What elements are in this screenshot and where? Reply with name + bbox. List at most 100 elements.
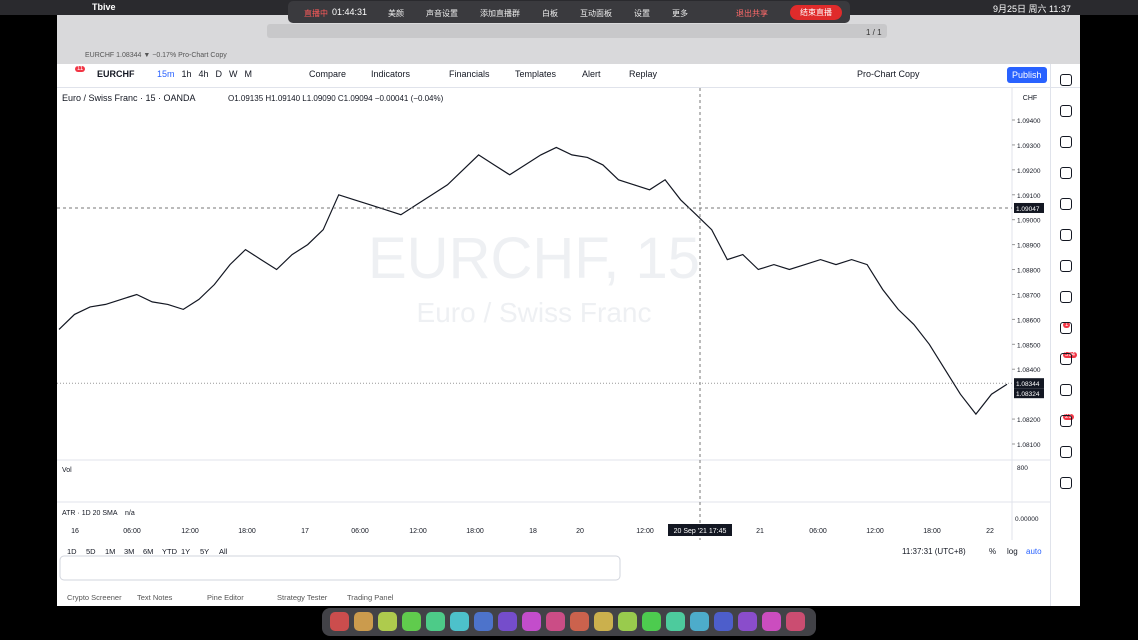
sidebar-icon[interactable] [1060,322,1072,334]
time-label: 22 [986,528,994,535]
dock-icon[interactable] [402,612,421,631]
interval-btn[interactable]: 15m [157,69,175,79]
range-btn[interactable]: All [219,547,228,556]
range-btn[interactable]: 1Y [181,547,190,556]
range-btn[interactable]: 5D [86,547,96,556]
app-name: Tbive [92,2,116,12]
range-btn[interactable]: 5Y [200,547,209,556]
interval-btn[interactable]: 1h [181,69,192,79]
sidebar-icon[interactable] [1060,136,1072,148]
address-bar [267,24,887,38]
dock-icon[interactable] [618,612,637,631]
sidebar-icon[interactable] [1060,105,1072,117]
y-tick-label: 1.08600 [1017,317,1041,324]
auto-btn[interactable]: auto [1026,547,1042,556]
panel-tab[interactable]: Crypto Screener [67,593,122,602]
range-btn[interactable]: 1D [67,547,77,556]
live-item[interactable]: 更多 [672,9,688,18]
top-toolbar: 11 EURCHF 15m 1h 4h D W M Compare Indicators … [57,64,1080,88]
panel-tab[interactable]: Pine Editor [207,593,244,602]
indicators-btn[interactable]: Indicators [371,69,411,79]
sidebar-icon[interactable] [1060,229,1072,241]
sidebar-icon[interactable] [1060,291,1072,303]
dock-icon[interactable] [450,612,469,631]
publish-btn[interactable]: Publish [1007,67,1047,83]
live-item[interactable]: 声音设置 [426,9,458,18]
time-label: 20 Sep '21 17:45 [674,528,727,535]
dock-icon[interactable] [426,612,445,631]
browser-tab[interactable]: EURCHF 1.08344 ▼ −0.17% Pro-Chart Copy [85,52,227,59]
percent-btn[interactable]: % [989,547,996,556]
stop-share[interactable]: 退出共享 [736,9,768,18]
volume-label: Vol [62,467,72,474]
dock-icon[interactable] [762,612,781,631]
live-item[interactable]: 美颜 [388,9,404,18]
sidebar-icon[interactable] [1060,477,1072,489]
dock-icon[interactable] [522,612,541,631]
range-btn[interactable]: 3M [124,547,134,556]
y-tick-label: 1.08200 [1017,417,1041,424]
time-label: 16 [71,528,79,535]
dock-icon[interactable] [498,612,517,631]
sidebar-badge: 21 [1063,414,1074,420]
time-label: 18 [529,528,537,535]
time-label: 12:00 [409,528,427,535]
datetime: 9月25日 周六 11:37 [993,4,1071,14]
interval-btn[interactable]: 4h [198,69,209,79]
dock-icon[interactable] [666,612,685,631]
sidebar-icon[interactable] [1060,260,1072,272]
financials-btn[interactable]: Financials [449,69,490,79]
symbol[interactable]: EURCHF [97,69,135,79]
dock-icon[interactable] [786,612,805,631]
dock-icon[interactable] [690,612,709,631]
panel-tab[interactable]: Trading Panel [347,593,394,602]
sidebar-icon[interactable] [1060,167,1072,179]
dock-icon[interactable] [330,612,349,631]
dock-icon[interactable] [474,612,493,631]
last-price: 1.08344 [1016,381,1040,388]
y-tick-label: 1.08800 [1017,268,1041,275]
live-items: 美颜 声音设置 添加直播群 白板 互动面板 设置 更多 [388,8,710,19]
atr-tick: 0.00000 [1015,516,1039,523]
live-item[interactable]: 添加直播群 [480,9,520,18]
dock-icon[interactable] [354,612,373,631]
time-label: 18:00 [923,528,941,535]
interval-btn[interactable]: M [244,69,253,79]
prev-close-box [1014,388,1044,399]
drawing-toolbar [59,555,621,581]
live-item[interactable]: 设置 [634,9,650,18]
range-btn[interactable]: 1M [105,547,115,556]
replay-btn[interactable]: Replay [629,69,658,79]
sidebar-icon[interactable] [1060,415,1072,427]
end-live[interactable]: 结束直播 [790,5,842,20]
sidebar-icon[interactable] [1060,353,1072,365]
time-label: 12:00 [866,528,884,535]
sidebar-icon[interactable] [1060,446,1072,458]
dock-icon[interactable] [378,612,397,631]
range-btn[interactable]: YTD [162,547,178,556]
panel-tab[interactable]: Text Notes [137,593,173,602]
dock-icon[interactable] [570,612,589,631]
templates-btn[interactable]: Templates [515,69,557,79]
dock-icon[interactable] [642,612,661,631]
range-btn[interactable]: 6M [143,547,153,556]
live-item[interactable]: 互动面板 [580,9,612,18]
panel-tab[interactable]: Strategy Tester [277,593,328,602]
dock-icon[interactable] [714,612,733,631]
dock-icon[interactable] [594,612,613,631]
interval-btn[interactable]: W [229,69,238,79]
sidebar-icon[interactable] [1060,74,1072,86]
dock-icon[interactable] [546,612,565,631]
compare-btn[interactable]: Compare [309,69,347,79]
dock-icon[interactable] [738,612,757,631]
interval-btn[interactable]: D [215,69,223,79]
time-label: 17 [301,528,309,535]
log-btn[interactable]: log [1007,547,1018,556]
live-item[interactable]: 白板 [542,9,558,18]
sidebar-icon[interactable] [1060,384,1072,396]
alert-btn[interactable]: Alert [582,69,601,79]
atr-value: n/a [125,510,135,517]
sidebar-icon[interactable] [1060,198,1072,210]
layout-btn[interactable]: Pro-Chart Copy [857,69,920,79]
